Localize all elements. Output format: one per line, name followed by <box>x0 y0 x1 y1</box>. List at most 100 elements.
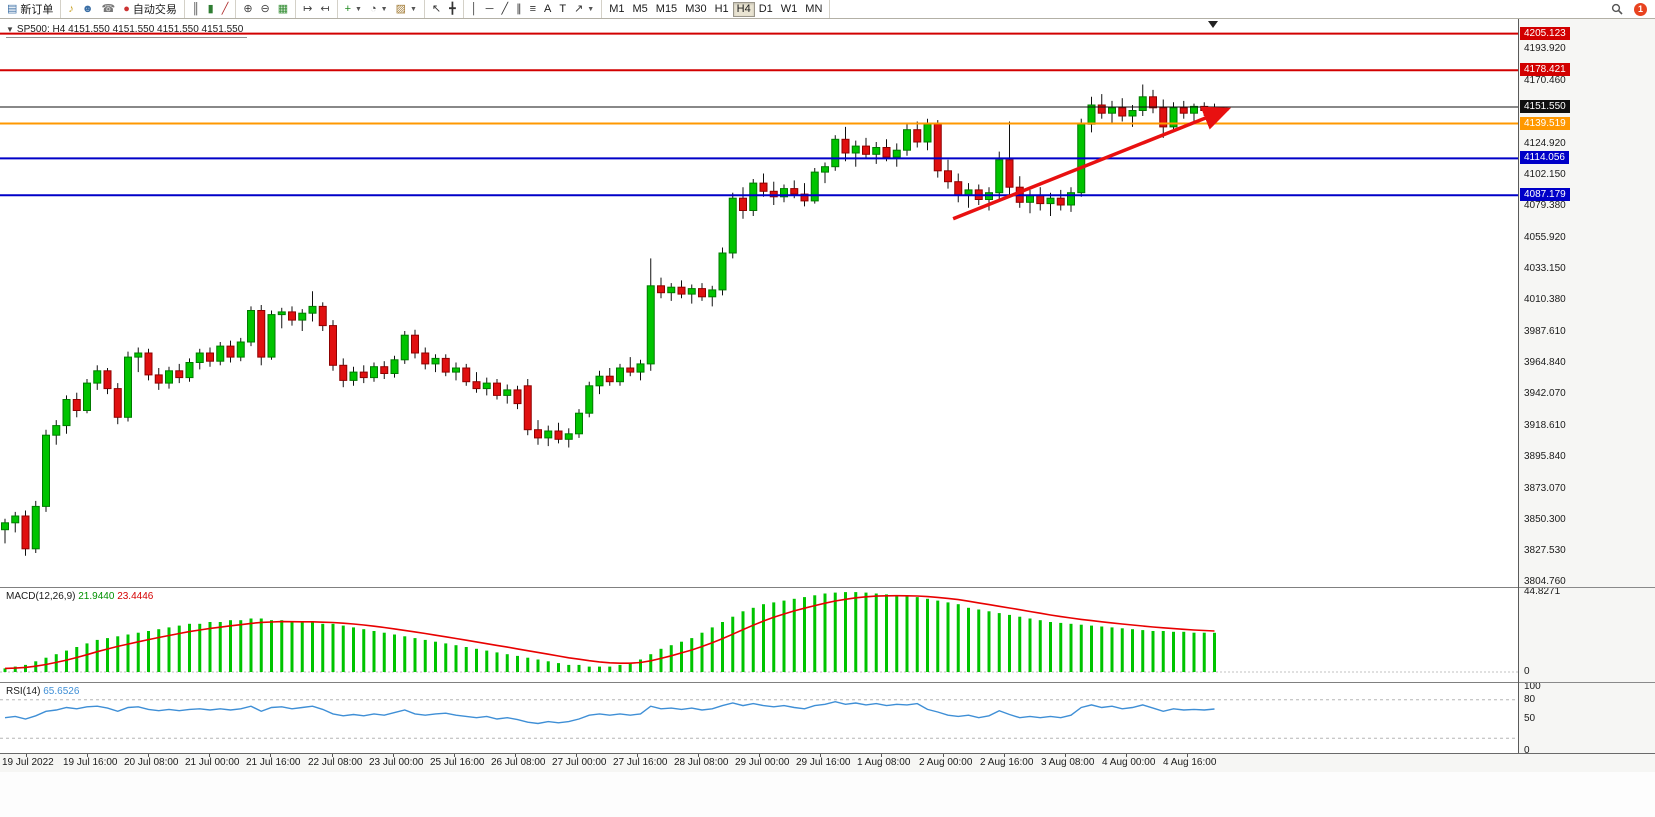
tf-h1[interactable]: H1 <box>711 2 733 17</box>
search-icon <box>1611 3 1623 15</box>
community-button[interactable]: ☻ <box>78 2 98 17</box>
time-axis-label: 23 Jul 00:00 <box>369 757 424 768</box>
tile-windows-button[interactable]: ▦ <box>274 2 292 17</box>
button-label: H1 <box>714 3 729 15</box>
sound-button[interactable]: ♪ <box>64 2 78 17</box>
time-axis-tick <box>576 754 577 757</box>
trendline-button[interactable]: ╱ <box>497 2 512 17</box>
price-axis-tick: 44.8271 <box>1524 586 1561 597</box>
price-level-badge: 4114.056 <box>1520 151 1569 165</box>
macd-histogram <box>3 592 1216 672</box>
line-chart-button[interactable]: ╱ <box>218 2 233 17</box>
channel-button[interactable]: ∥ <box>512 2 526 17</box>
time-axis[interactable]: 19 Jul 2022 19 Jul 16:00 20 Jul 08:00 21 Ju… <box>0 753 1655 772</box>
button-label: 自动交易 <box>132 4 177 16</box>
chart-shift-icon: ↤ <box>320 2 330 15</box>
panel-separator[interactable] <box>1519 682 1655 683</box>
autotrading-button[interactable]: ● 自动交易 <box>119 2 181 17</box>
macd-signal-line <box>4 594 1215 670</box>
tf-w1[interactable]: W1 <box>777 2 802 17</box>
price-axis-tick: 3895.840 <box>1524 451 1566 463</box>
support-button[interactable]: ☎ <box>97 2 119 17</box>
tf-h4[interactable]: H4 <box>732 1 755 17</box>
notification-badge[interactable]: 1 <box>1634 2 1647 16</box>
last-bar-marker-icon <box>1208 21 1218 28</box>
time-axis-label: 4 Aug 16:00 <box>1163 757 1217 768</box>
price-axis-tick: 3987.610 <box>1524 325 1566 337</box>
arrows-button[interactable]: ↗ ▼ <box>570 2 598 17</box>
price-axis-tick: 4079.380 <box>1524 199 1566 211</box>
chevron-down-icon: ▼ <box>380 5 388 13</box>
price-axis[interactable]: 4193.920 4170.460 4124.920 4102.150 4079.380… <box>1518 18 1655 756</box>
label-button[interactable]: T <box>555 2 570 17</box>
bar-chart-icon: ║ <box>191 2 200 15</box>
rsi-value: 65.6526 <box>43 686 80 697</box>
one-click-collapse-icon[interactable]: ▼ <box>6 25 14 34</box>
text-button[interactable]: A <box>540 2 555 17</box>
indicators-button[interactable]: + ▼ <box>341 2 366 17</box>
new-order-button[interactable]: ▤ 新订单 <box>3 2 57 17</box>
time-axis-tick <box>209 754 210 757</box>
price-chart-canvas[interactable] <box>0 18 1518 588</box>
chart-window[interactable]: ▼ SP500: H4 4151.550 4151.550 4151.550 41… <box>0 18 1518 753</box>
candlestick-button[interactable]: ▮ <box>204 2 218 17</box>
rsi-indicator-label: RSI(14) 65.6526 <box>6 686 79 697</box>
rsi-name: RSI(14) <box>6 686 41 697</box>
bar-chart-button[interactable]: ║ <box>188 2 204 17</box>
time-axis-label: 1 Aug 08:00 <box>857 757 911 768</box>
crosshair-button[interactable]: ╋ <box>445 2 460 17</box>
price-axis-tick: 3918.610 <box>1524 420 1566 432</box>
price-axis-tick: 3850.300 <box>1524 513 1566 525</box>
price-level-badge: 4205.123 <box>1520 26 1570 40</box>
macd-signal-value: 23.4446 <box>117 591 154 602</box>
price-level-badge: 4087.179 <box>1520 188 1570 202</box>
line-chart-icon: ╱ <box>221 2 229 15</box>
rsi-panel-canvas[interactable] <box>0 683 1518 753</box>
toolbar-group: │ ─ ╱ ∥ ≡ A T ↗ ▼ <box>464 0 603 18</box>
tf-m5[interactable]: M5 <box>629 2 652 17</box>
price-axis-tick: 4055.920 <box>1524 232 1566 243</box>
chart-shift-button[interactable]: ↤ <box>316 2 333 17</box>
tf-m15[interactable]: M15 <box>652 2 681 17</box>
fibo-icon: ≡ <box>529 2 536 15</box>
tf-m1[interactable]: M1 <box>605 2 628 17</box>
search-button[interactable] <box>1607 2 1627 17</box>
tf-m30[interactable]: M30 <box>681 2 710 17</box>
community-icon: ☻ <box>81 2 94 15</box>
zoom-in-button[interactable]: ⊕ <box>239 2 256 17</box>
fibo-button[interactable]: ≡ <box>526 2 540 17</box>
panel-separator[interactable] <box>1519 587 1655 588</box>
hline-button[interactable]: ─ <box>482 2 498 17</box>
support-icon: ☎ <box>101 2 116 15</box>
zoom-out-button[interactable]: ⊖ <box>257 2 274 17</box>
price-axis-tick: 100 <box>1524 681 1541 692</box>
period-icon: ◔ <box>369 2 377 15</box>
price-axis-tick: 3942.070 <box>1524 388 1566 399</box>
templates-button[interactable]: ▨ ▼ <box>392 2 421 17</box>
price-axis-tick: 4033.150 <box>1524 263 1566 275</box>
price-axis-tick: 4124.920 <box>1524 137 1566 149</box>
new-order-icon: ▤ <box>7 2 18 15</box>
bottom-strip <box>0 772 1655 817</box>
zoom-in-icon: ⊕ <box>243 2 253 15</box>
time-axis-label: 27 Jul 16:00 <box>613 757 668 768</box>
periods-button[interactable]: ◔ ▼ <box>366 2 392 17</box>
price-axis-tick: 3827.530 <box>1524 544 1566 556</box>
auto-scroll-icon: ↦ <box>303 2 313 15</box>
price-axis-tick: 3873.070 <box>1524 482 1566 494</box>
price-axis-tick: 4170.460 <box>1524 75 1566 87</box>
button-label: H4 <box>736 3 751 15</box>
price-level-badge: 4139.519 <box>1520 116 1570 130</box>
vline-button[interactable]: │ <box>467 2 482 17</box>
tf-mn[interactable]: MN <box>801 2 826 17</box>
time-axis-tick <box>332 754 333 757</box>
toolbar-group: M1 M5 M15 M30 H1 H4 D1 W1 MN <box>602 0 831 18</box>
time-axis-label: 21 Jul 16:00 <box>246 757 301 768</box>
time-axis-tick <box>1065 754 1066 757</box>
auto-scroll-button[interactable]: ↦ <box>299 2 316 17</box>
tf-d1[interactable]: D1 <box>755 2 777 17</box>
time-axis-label: 28 Jul 08:00 <box>674 757 729 768</box>
time-axis-tick <box>698 754 699 757</box>
cursor-button[interactable]: ↖ <box>428 2 445 17</box>
macd-panel-canvas[interactable] <box>0 588 1518 683</box>
